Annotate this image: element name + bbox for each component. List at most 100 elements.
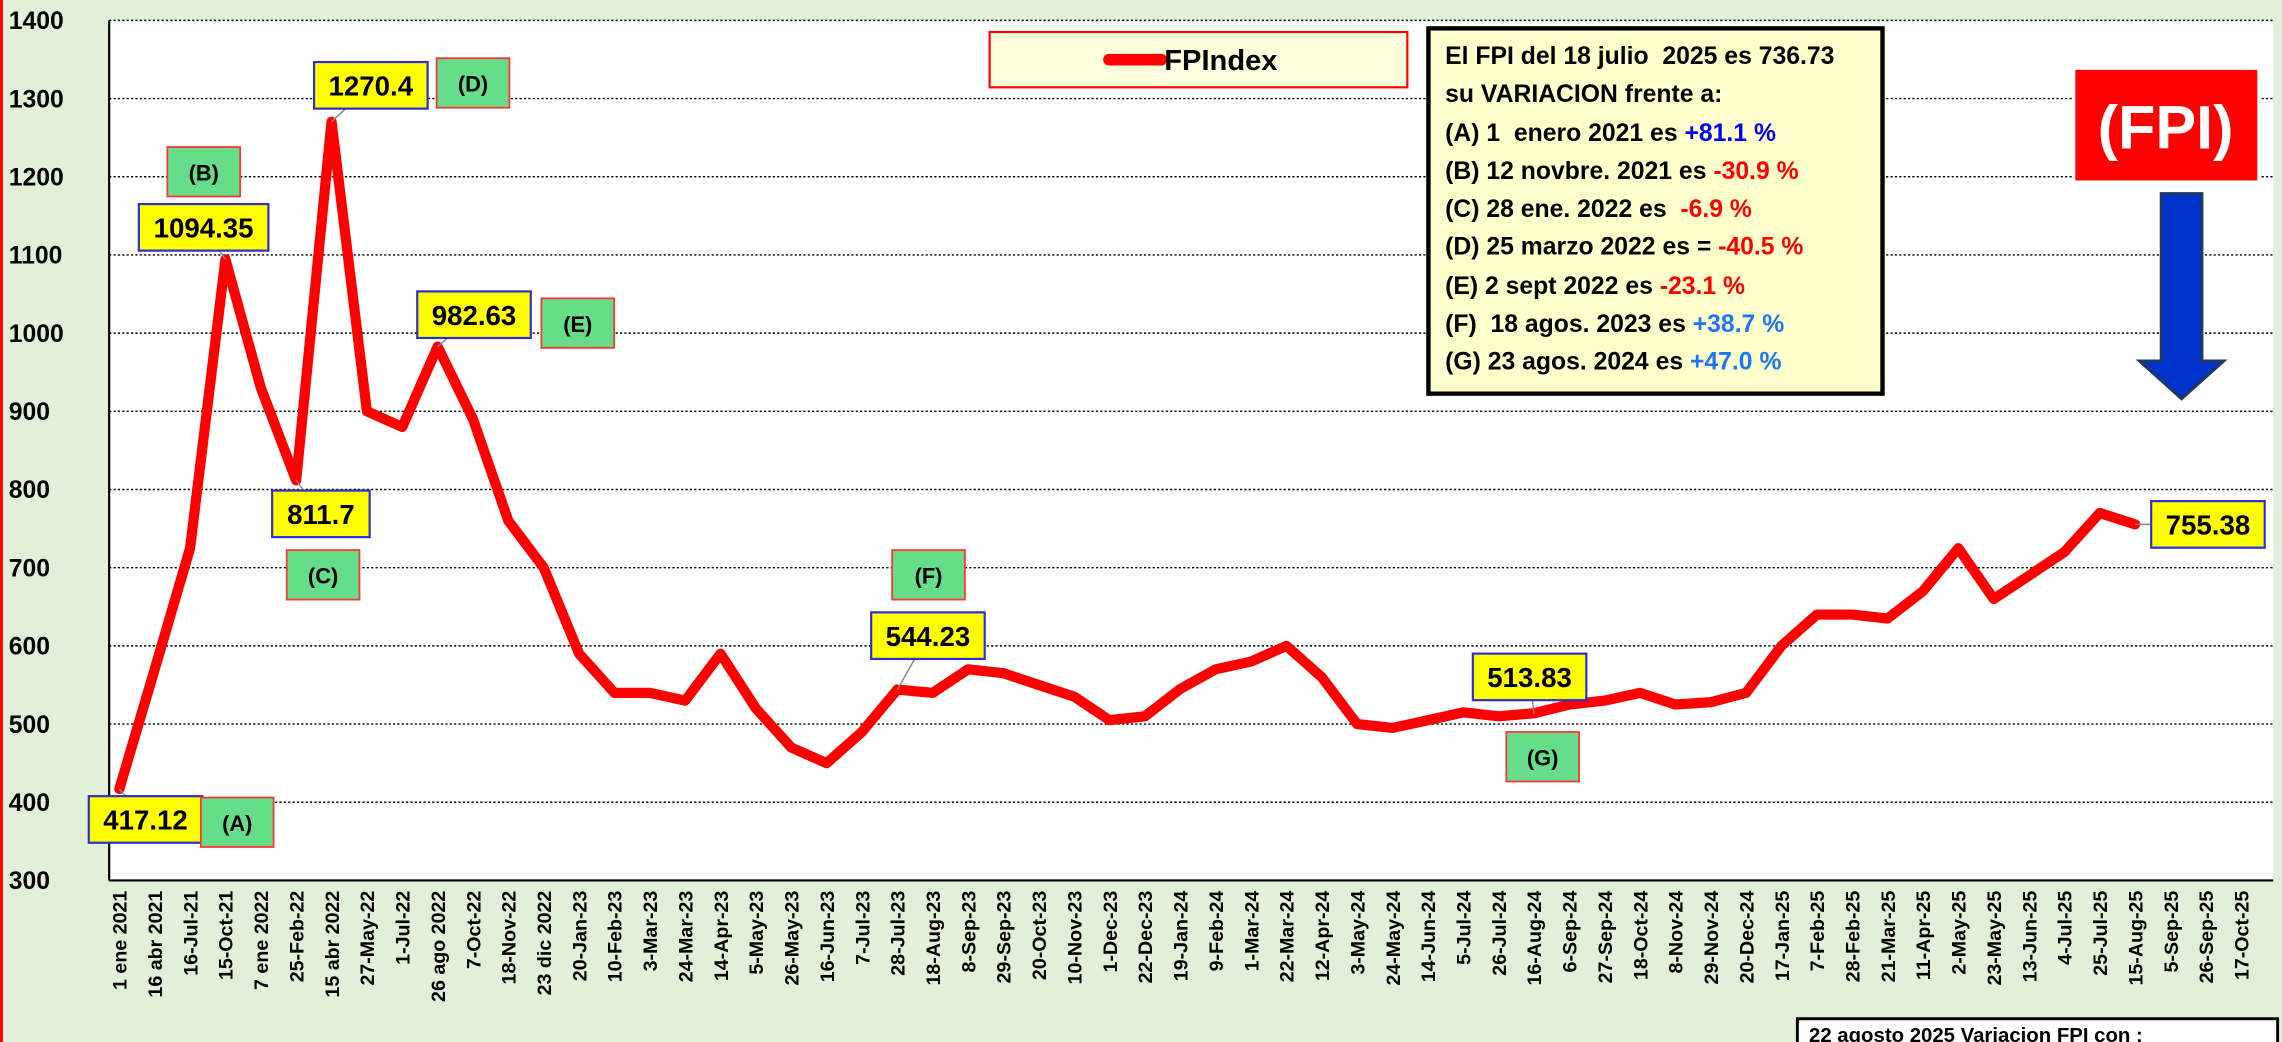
tag-label: (A) — [222, 811, 252, 836]
info-item: (A) 1 enero 2021 es +81.1 % — [1445, 114, 1860, 152]
y-tick-label: 600 — [9, 634, 50, 661]
x-tick-label: 28-Feb-25 — [1843, 891, 1865, 983]
x-tick-label: 1-Dec-23 — [1100, 891, 1122, 973]
value-label: 755.38 — [2166, 510, 2251, 541]
x-tick-label: 28-Jul-23 — [888, 891, 910, 976]
x-tick-label: 24-Mar-23 — [675, 891, 697, 983]
tag-box — [166, 146, 242, 198]
tag-label: (D) — [458, 72, 488, 97]
x-tick-label: 2-May-25 — [1949, 891, 1971, 975]
info-item-change: -23.1 % — [1659, 271, 1745, 300]
x-tick-label: 5-May-23 — [746, 891, 768, 975]
x-tick-label: 16-Jun-23 — [817, 891, 839, 983]
info-heading: El FPI del 18 julio 2025 es 736.73 su VA… — [1445, 42, 1842, 109]
fpi-box — [2072, 66, 2261, 184]
fpi-label: (FPI) — [2098, 93, 2234, 161]
x-tick-label: 3-May-24 — [1347, 891, 1369, 975]
info-item: (E) 2 sept 2022 es -23.1 % — [1445, 267, 1860, 305]
x-tick-label: 20-Dec-24 — [1736, 891, 1758, 984]
info-item-change: +81.1 % — [1684, 118, 1776, 147]
y-tick-label: 500 — [9, 712, 50, 739]
x-tick-label: 5-Jul-24 — [1453, 891, 1475, 965]
x-tick-label: 20-Oct-23 — [1029, 891, 1051, 981]
info-item-text: (B) 12 novbre. 2021 es — [1445, 157, 1714, 185]
x-tick-label: 7-Jul-23 — [852, 891, 874, 965]
x-tick-label: 1-Mar-24 — [1241, 891, 1263, 972]
plot-area — [109, 20, 2274, 881]
value-label: 417.12 — [103, 805, 188, 836]
tag-box — [540, 297, 616, 349]
value-label-box — [1471, 652, 1588, 702]
x-tick-label: 12-Apr-24 — [1312, 891, 1334, 982]
value-label: 982.63 — [432, 300, 517, 331]
info-item-change: -40.5 % — [1718, 233, 1804, 262]
value-label: 1094.35 — [154, 213, 254, 244]
x-tick-label: 16 abr 2021 — [145, 891, 167, 998]
info-item-text: (F) 18 agos. 2023 es — [1445, 310, 1693, 338]
x-tick-label: 29-Nov-24 — [1701, 891, 1723, 985]
info-item-change: +47.0 % — [1689, 348, 1782, 377]
y-tick-label: 1100 — [9, 243, 63, 270]
y-tick-label: 400 — [9, 790, 50, 817]
x-tick-label: 23-May-25 — [1984, 891, 2006, 986]
value-label-box — [416, 290, 532, 340]
info-item-text: (C) 28 ene. 2022 es — [1445, 195, 1681, 223]
x-tick-label: 4-Jul-25 — [2055, 891, 2077, 965]
tag-label: (G) — [1527, 745, 1559, 770]
x-tick-label: 15-Aug-25 — [2125, 891, 2147, 986]
x-tick-label: 13-Jun-25 — [2019, 891, 2041, 983]
tag-label: (F) — [915, 564, 943, 589]
series-line — [114, 116, 2141, 795]
value-label-box — [271, 489, 371, 539]
y-tick-label: 1300 — [9, 86, 64, 113]
footer-box — [1795, 1017, 2280, 1042]
x-tick-label: 9-Feb-24 — [1206, 891, 1228, 972]
x-tick-label: 3-Mar-23 — [640, 891, 662, 972]
x-tick-label: 1-Jul-22 — [393, 891, 415, 965]
grid: 300 400 500 600 700 800 900 1000 1100 1200 1300 140… — [9, 8, 2274, 895]
x-tick-labels: 1 ene 2021 16 abr 2021 16-Jul-21 15-Oct-21 7… — [110, 891, 2254, 1002]
value-label-box — [137, 202, 270, 252]
x-tick-label: 22-Mar-24 — [1277, 891, 1299, 983]
info-item: (C) 28 ene. 2022 es -6.9 % — [1445, 191, 1860, 229]
x-tick-label: 10-Nov-23 — [1064, 891, 1086, 985]
x-tick-label: 6-Sep-24 — [1560, 891, 1582, 973]
y-tick-label: 1400 — [9, 8, 64, 35]
x-tick-label: 16-Jul-21 — [180, 891, 202, 976]
x-tick-label: 5-Sep-25 — [2161, 891, 2183, 973]
x-tick-label: 18-Nov-22 — [499, 891, 521, 985]
info-item-change: -6.9 % — [1680, 195, 1752, 223]
arrow — [2135, 192, 2228, 401]
info-item-text: (D) 25 marzo 2022 es = — [1445, 233, 1719, 262]
info-item: (G) 23 agos. 2024 es +47.0 % — [1445, 344, 1860, 382]
x-tick-label: 16-Aug-24 — [1524, 891, 1546, 986]
x-tick-label: 7-Feb-25 — [1807, 891, 1829, 972]
info-item: (D) 25 marzo 2022 es = -40.5 % — [1445, 229, 1860, 267]
x-tick-label: 15 abr 2022 — [322, 891, 344, 998]
info-item-text: (G) 23 agos. 2024 es — [1445, 348, 1690, 377]
x-tick-label: 23 dic 2022 — [534, 891, 556, 996]
tag-box — [891, 549, 966, 601]
footer-text: 22 agosto 2025 Variacion FPI con : — [1809, 1025, 2143, 1042]
info-item-change: -30.9 % — [1713, 157, 1799, 185]
info-item-change: +38.7 % — [1692, 310, 1785, 338]
y-tick-label: 1200 — [9, 164, 64, 191]
tag-label: (C) — [308, 564, 338, 589]
x-tick-label: 20-Jan-23 — [569, 891, 591, 982]
x-tick-label: 7-Oct-22 — [463, 891, 485, 970]
value-label: 811.7 — [287, 499, 355, 530]
x-tick-label: 17-Jan-25 — [1772, 891, 1794, 982]
value-label-box — [87, 795, 204, 844]
value-label-box — [870, 611, 986, 661]
info-item-text: (A) 1 enero 2021 es — [1445, 118, 1685, 147]
x-tick-label: 14-Apr-23 — [711, 891, 733, 982]
x-tick-label: 7 ene 2022 — [251, 891, 273, 990]
y-tick-label: 1000 — [9, 321, 64, 348]
y-tick-label: 700 — [9, 555, 50, 582]
info-item: (B) 12 novbre. 2021 es -30.9 % — [1445, 153, 1860, 191]
value-label: 513.83 — [1487, 662, 1572, 693]
tag-box — [1505, 731, 1580, 783]
tag-box — [435, 57, 511, 109]
